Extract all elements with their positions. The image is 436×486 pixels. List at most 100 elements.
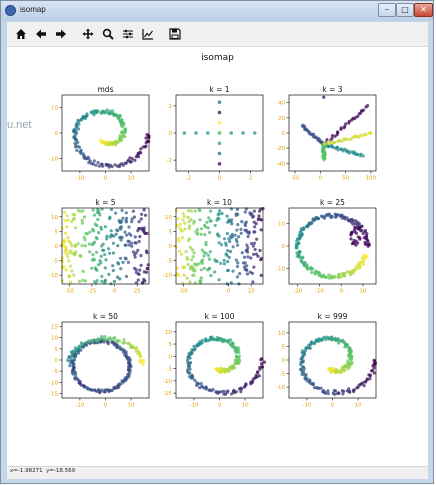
data-point: [215, 259, 219, 263]
figure-canvas[interactable]: isomap u.net mds -10 0 10 10 0 -10 k = 1 -2 0 2 2 0-…: [7, 47, 428, 466]
data-point: [133, 347, 138, 351]
subplot-9: k = 999 -10 0 10 10 5 0 -5 -10: [276, 312, 378, 409]
maximize-button[interactable]: □: [396, 3, 414, 17]
data-point: [138, 268, 142, 272]
data-point: [127, 225, 131, 229]
scatter-plot[interactable]: -2 0 2 2 0 -2: [167, 94, 264, 182]
data-point: [300, 256, 304, 260]
data-point: [358, 382, 362, 387]
scatter-plot[interactable]: -50 0 25 10 5 0 -5 -10: [163, 206, 265, 295]
data-point: [343, 271, 347, 275]
data-point: [294, 246, 298, 250]
data-point: [259, 273, 263, 277]
y-tick-label: -5: [53, 369, 59, 375]
data-point: [99, 261, 103, 265]
scatter-plot[interactable]: -50 -25 0 25 10 5 0 -5 -10: [49, 207, 150, 295]
back-button[interactable]: [33, 25, 49, 42]
save-button[interactable]: [167, 25, 183, 42]
data-point: [356, 241, 360, 245]
data-point: [117, 339, 122, 343]
data-point: [226, 268, 230, 272]
data-point: [175, 224, 179, 228]
forward-button[interactable]: [53, 25, 69, 42]
data-point: [327, 276, 331, 280]
data-point: [88, 250, 92, 254]
data-point: [251, 280, 255, 284]
data-point: [87, 242, 92, 246]
data-point: [222, 262, 227, 266]
data-point: [125, 233, 129, 237]
close-button[interactable]: ✕: [414, 3, 433, 17]
data-point: [240, 251, 244, 255]
data-point: [332, 140, 337, 144]
data-point: [138, 235, 142, 239]
data-point: [330, 136, 334, 140]
data-point: [208, 230, 212, 235]
y-tick-label: 5: [169, 229, 173, 235]
data-point: [260, 357, 264, 361]
data-point: [204, 339, 208, 343]
edit-axis-button[interactable]: [140, 25, 156, 42]
data-point: [83, 384, 87, 388]
back-arrow-icon: [36, 29, 46, 38]
data-point: [306, 267, 310, 271]
data-point: [97, 164, 101, 168]
x-tick-label: 100: [366, 176, 377, 182]
scatter-plot[interactable]: -10 0 10 10 0 -10: [49, 94, 151, 182]
data-point: [177, 274, 181, 278]
data-point: [110, 164, 114, 169]
data-point: [217, 110, 222, 115]
data-point: [222, 389, 226, 393]
data-point: [90, 243, 95, 247]
background-text: u.net: [7, 119, 32, 131]
subplot-8: k = 100 -10 0 10 10 5 0 -5 -10 -15: [163, 312, 267, 409]
data-point: [335, 145, 340, 149]
y-tick-label: 10: [51, 336, 58, 342]
client-area: isomap u.net mds -10 0 10 10 0 -10 k = 1 -2 0 2 2 0-…: [7, 22, 428, 479]
data-point: [114, 232, 118, 236]
data-point: [91, 227, 95, 231]
y-tick-label: 0: [282, 244, 286, 250]
zoom-button[interactable]: [100, 25, 116, 42]
y-tick-label: -20: [276, 146, 285, 152]
data-point: [202, 254, 206, 258]
x-tick-label: 0: [227, 289, 231, 295]
scatter-plot[interactable]: -10 0 10 10 5 0 -5 -10 -15: [163, 321, 267, 409]
minimize-button[interactable]: –: [378, 3, 396, 17]
data-point: [329, 274, 333, 278]
subplot-title: k = 1: [209, 85, 230, 94]
data-point: [358, 260, 362, 264]
title-bar[interactable]: isomap – □ ✕: [1, 1, 433, 21]
data-point: [365, 378, 369, 382]
data-point: [256, 218, 260, 222]
data-point: [337, 138, 341, 143]
data-point: [252, 241, 256, 245]
scatter-plot[interactable]: -50 0 50 100 40 20 0 -20 -40: [276, 94, 377, 182]
data-point: [139, 217, 143, 221]
data-point: [95, 268, 99, 272]
data-point: [138, 354, 142, 358]
data-point: [183, 221, 187, 225]
scatter-plot[interactable]: -10 0 10 15 10 5 0 -5 -10 -15: [49, 321, 150, 409]
scatter-plot[interactable]: -20 -10 0 10 10 0 -10: [276, 207, 377, 295]
scatter-plot[interactable]: -10 0 10 10 5 0 -5 -10: [276, 321, 378, 409]
data-point: [182, 131, 187, 135]
data-point: [112, 234, 116, 238]
data-point: [324, 142, 328, 146]
data-point: [256, 370, 260, 374]
configure-subplots-button[interactable]: [120, 25, 136, 42]
data-point: [241, 131, 245, 135]
data-point: [107, 247, 111, 251]
data-point: [343, 274, 347, 278]
home-button[interactable]: [13, 25, 29, 42]
data-point: [121, 163, 125, 167]
data-point: [132, 215, 137, 219]
data-point: [70, 244, 74, 248]
data-point: [111, 340, 115, 344]
x-tick-label: -50: [179, 289, 188, 295]
data-point: [98, 213, 102, 217]
data-point: [321, 336, 325, 340]
data-point: [217, 100, 222, 104]
pan-button[interactable]: [80, 25, 96, 42]
data-point: [181, 218, 185, 222]
